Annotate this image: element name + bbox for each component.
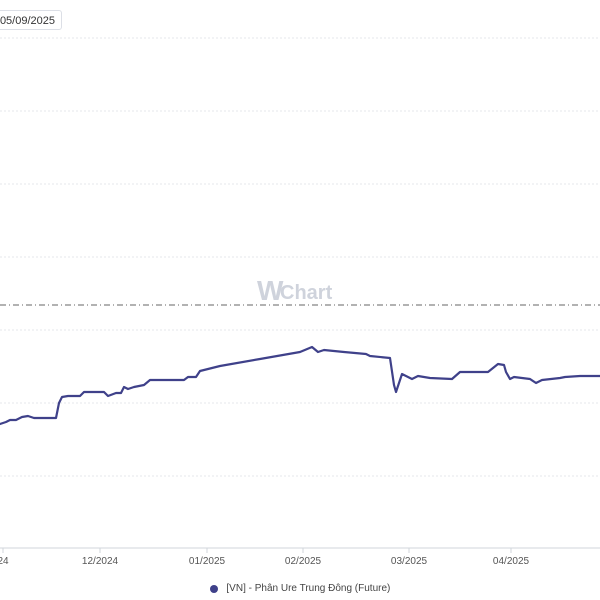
legend[interactable]: [VN] - Phân Ure Trung Đông (Future) [0, 583, 600, 594]
x-tick-label-0: 24 [0, 556, 9, 567]
x-tick-label-3: 02/2025 [285, 556, 322, 567]
x-tick-label-1: 12/2024 [82, 556, 119, 567]
watermark-text: Chart [280, 282, 333, 304]
x-tick-label-2: 01/2025 [189, 556, 226, 567]
wchart-watermark: W Chart [257, 275, 333, 306]
x-tick-label-5: 04/2025 [493, 556, 530, 567]
x-axis-ticks: 24 12/2024 01/2025 02/2025 03/2025 04/2025 [0, 548, 530, 567]
legend-marker [209, 584, 218, 593]
gridlines [0, 37, 600, 477]
series-layer [0, 345, 600, 426]
x-tick-label-4: 03/2025 [391, 556, 428, 567]
series-line-0[interactable] [0, 345, 600, 426]
date-field[interactable]: 05/09/2025 [0, 10, 62, 30]
legend-label: [VN] - Phân Ure Trung Đông (Future) [226, 583, 391, 594]
watermark-mark: W [257, 275, 284, 306]
